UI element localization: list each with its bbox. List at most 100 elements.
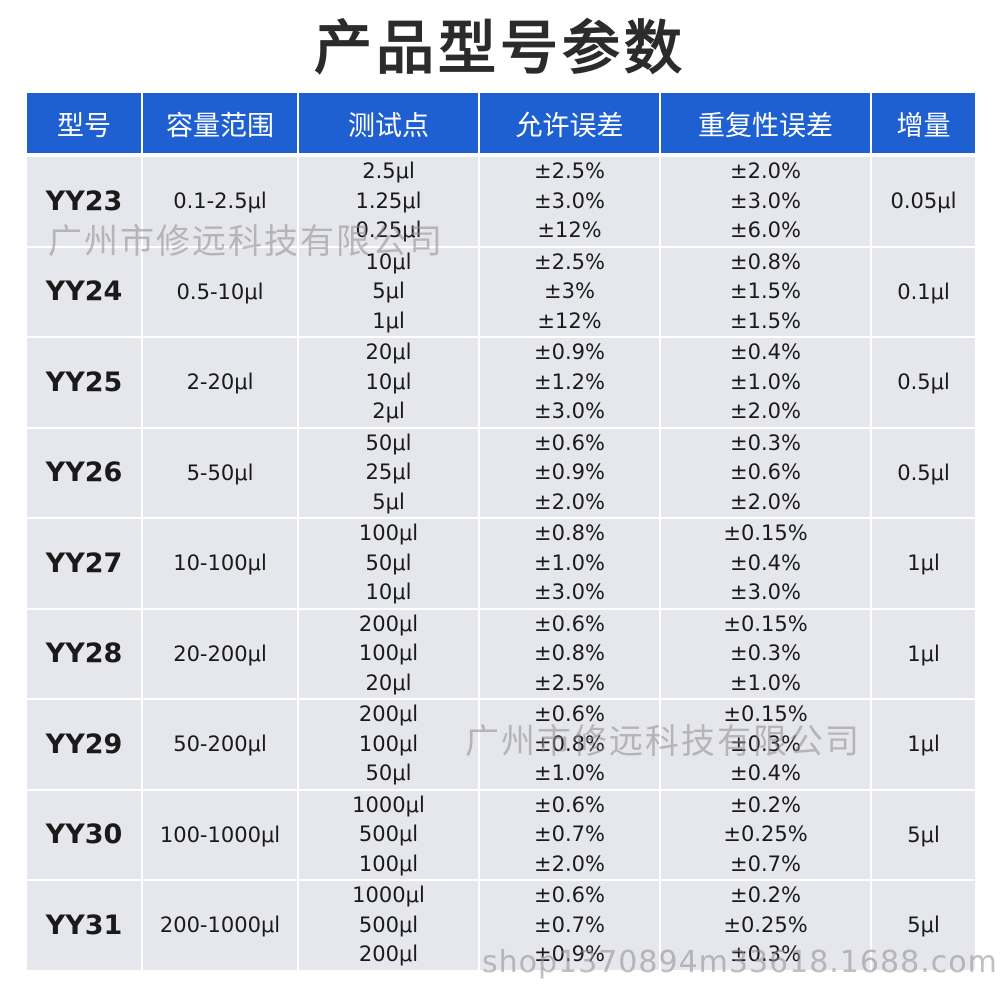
accuracy-cell-value: ±0.9% [534,340,605,364]
accuracy-cell-value: ±1.2% [534,369,605,394]
test-points-cell-value: 50μl [365,550,412,575]
test-points-cell-value: 20μl [365,670,412,695]
accuracy-cell: ±0.6% ±0.8% ±2.5% [478,607,661,700]
test-points-cell-value: 200μl [358,611,419,636]
increment-cell: 1μl [870,698,977,791]
test-points-cell: 1000μl 500μl 100μl [297,788,480,881]
accuracy-cell-value: ±1.0% [534,761,605,785]
test-points-cell-value: 200μl [358,702,419,726]
precision-cell: ±0.8% ±1.5% ±1.5% [659,245,872,338]
increment-cell: 0.5μl [870,336,977,429]
precision-cell-value: ±0.7% [730,851,801,876]
accuracy-cell: ±0.6% ±0.8% ±1.0% [478,698,661,791]
model-cell: YY23 [25,154,143,248]
table-row: YY27 10-100μl 100μl 50μl 10μl ±0.8% ±1.0% ±3.0%… [25,517,977,610]
test-points-cell-value: 2μl [372,399,405,423]
test-points-cell: 50μl 25μl 5μl [297,426,480,519]
range-cell: 5-50μl [141,426,299,519]
model-cell: YY27 [25,517,143,610]
accuracy-cell: ±0.6% ±0.9% ±2.0% [478,426,661,519]
precision-cell-value: ±0.15% [723,702,808,726]
model-cell: YY31 [25,879,143,972]
accuracy-cell-value: ±0.6% [534,883,605,907]
precision-cell: ±0.15% ±0.4% ±3.0% [659,517,872,610]
increment-cell: 0.1μl [870,245,977,338]
accuracy-cell-value: ±3.0% [534,188,605,213]
table-row: YY25 2-20μl 20μl 10μl 2μl ±0.9% ±1.2% ±3.0% ±0.4… [25,336,977,429]
precision-cell-value: ±0.3% [730,731,801,756]
precision-cell: ±0.15% ±0.3% ±1.0% [659,607,872,700]
precision-cell-value: ±3.0% [730,188,801,213]
accuracy-cell-value: ±2.0% [534,851,605,876]
accuracy-cell-value: ±0.7% [534,912,605,937]
precision-cell-value: ±0.8% [730,249,801,274]
table-row: YY30 100-1000μl 1000μl 500μl 100μl ±0.6% ±0.7%… [25,788,977,881]
accuracy-cell-value: ±0.6% [534,611,605,636]
test-points-cell-value: 50μl [365,430,412,455]
precision-cell-value: ±0.3% [730,942,801,966]
test-points-cell-value: 20μl [365,340,412,364]
range-cell: 100-1000μl [141,788,299,881]
range-cell: 20-200μl [141,607,299,700]
table-header-row: 型号 容量范围 测试点 允许误差 重复性误差 增量 [25,93,977,157]
test-points-cell: 2.5μl 1.25μl 0.25μl [297,154,480,248]
test-points-cell: 100μl 50μl 10μl [297,517,480,610]
test-points-cell-value: 200μl [358,942,419,966]
table-row: YY24 0.5-10μl 10μl 5μl 1μl ±2.5% ±3% ±12% ±0.8% ±… [25,245,977,338]
accuracy-cell-value: ±0.8% [534,521,605,545]
accuracy-cell-value: ±2.5% [534,249,605,274]
precision-cell-value: ±1.5% [730,308,801,333]
precision-cell-value: ±0.4% [730,761,801,785]
precision-cell-value: ±1.0% [730,369,801,394]
test-points-cell-value: 5μl [372,279,405,303]
accuracy-cell-value: ±0.6% [534,702,605,726]
precision-cell: ±0.2% ±0.25% ±0.3% [659,879,872,972]
test-points-cell-value: 10μl [365,580,412,604]
accuracy-cell-value: ±0.6% [534,430,605,455]
accuracy-cell-value: ±3.0% [534,580,605,604]
precision-cell-value: ±1.5% [730,279,801,303]
precision-cell-value: ±0.3% [730,641,801,665]
accuracy-cell: ±0.8% ±1.0% ±3.0% [478,517,661,610]
table-row: YY29 50-200μl 200μl 100μl 50μl ±0.6% ±0.8% ±1.0… [25,698,977,791]
header-increment: 增量 [870,93,977,157]
range-cell: 0.5-10μl [141,245,299,338]
precision-cell-value: ±3.0% [730,580,801,604]
accuracy-cell-value: ±0.7% [534,822,605,846]
test-points-cell-value: 1.25μl [355,188,422,213]
precision-cell-value: ±0.4% [730,550,801,575]
spec-table: 型号 容量范围 测试点 允许误差 重复性误差 增量 YY23 0.1-2.5μl 2… [25,93,977,972]
header-model: 型号 [25,93,143,157]
precision-cell: ±2.0% ±3.0% ±6.0% [659,154,872,248]
increment-cell: 1μl [870,517,977,610]
range-cell: 2-20μl [141,336,299,429]
test-points-cell-value: 2.5μl [362,159,415,183]
model-cell: YY30 [25,788,143,881]
model-cell: YY28 [25,607,143,700]
accuracy-cell-value: ±0.9% [534,460,605,484]
precision-cell-value: ±0.2% [730,883,801,907]
page-title: 产品型号参数 [313,14,686,82]
test-points-cell-value: 500μl [358,912,419,937]
accuracy-cell: ±0.6% ±0.7% ±2.0% [478,788,661,881]
increment-cell: 0.5μl [870,426,977,519]
range-cell: 200-1000μl [141,879,299,972]
model-cell: YY29 [25,698,143,791]
accuracy-cell-value: ±12% [537,218,602,242]
increment-cell: 1μl [870,607,977,700]
precision-cell-value: ±0.2% [730,792,801,817]
precision-cell-value: ±2.0% [730,159,801,183]
accuracy-cell: ±2.5% ±3.0% ±12% [478,154,661,248]
test-points-cell-value: 5μl [372,489,405,514]
range-cell: 50-200μl [141,698,299,791]
accuracy-cell-value: ±0.8% [534,731,605,756]
test-points-cell: 200μl 100μl 20μl [297,607,480,700]
table-row: YY28 20-200μl 200μl 100μl 20μl ±0.6% ±0.8% ±2.5… [25,607,977,700]
header-range: 容量范围 [141,93,299,157]
precision-cell-value: ±0.25% [723,822,808,846]
accuracy-cell: ±2.5% ±3% ±12% [478,245,661,338]
accuracy-cell: ±0.6% ±0.7% ±0.9% [478,879,661,972]
test-points-cell-value: 50μl [365,761,412,785]
accuracy-cell-value: ±3% [544,279,595,303]
model-cell: YY25 [25,336,143,429]
